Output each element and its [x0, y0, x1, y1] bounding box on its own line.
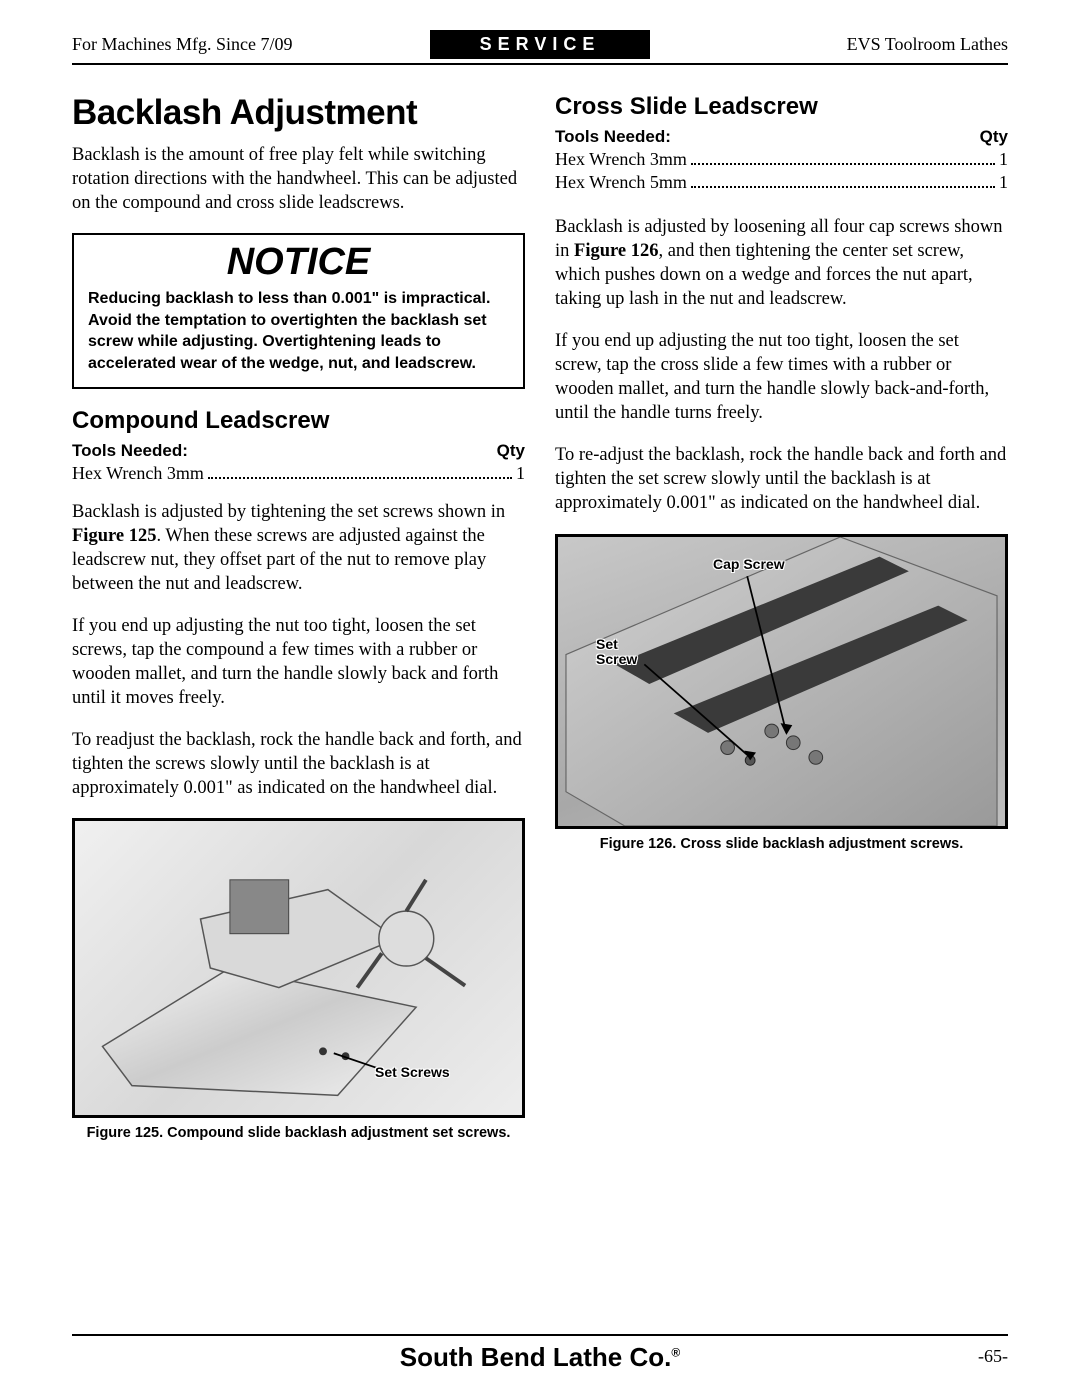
header-section-badge: SERVICE	[430, 30, 651, 59]
figure-125: Set Screws	[72, 818, 525, 1118]
tool-name: Hex Wrench 3mm	[555, 149, 687, 170]
page-footer: South Bend Lathe Co.® -65-	[72, 1334, 1008, 1373]
fig126-label-set: Set Screw	[596, 637, 637, 668]
right-column: Cross Slide Leadscrew Tools Needed: Qty …	[555, 93, 1008, 1143]
compound-p3: To readjust the backlash, rock the handl…	[72, 728, 525, 800]
tool-name: Hex Wrench 3mm	[72, 463, 204, 484]
figure-126: Cap Screw Set Screw	[555, 534, 1008, 829]
cross-p3: To re-adjust the backlash, rock the hand…	[555, 443, 1008, 515]
qty-label: Qty	[497, 441, 525, 461]
registered-mark: ®	[671, 1345, 680, 1359]
compound-tool-row: Hex Wrench 3mm 1	[72, 463, 525, 484]
tools-needed-label: Tools Needed:	[72, 441, 188, 461]
leader-dots	[691, 186, 995, 188]
leader-dots	[691, 163, 995, 165]
cross-tools-header: Tools Needed: Qty	[555, 127, 1008, 147]
tools-needed-label: Tools Needed:	[555, 127, 671, 147]
left-column: Backlash Adjustment Backlash is the amou…	[72, 93, 525, 1143]
notice-title: NOTICE	[88, 241, 509, 284]
notice-body: Reducing backlash to less than 0.001" is…	[88, 288, 509, 374]
fig125-caption: Figure 125. Compound slide backlash adju…	[72, 1124, 525, 1143]
header-left-text: For Machines Mfg. Since 7/09	[72, 34, 430, 55]
intro-paragraph: Backlash is the amount of free play felt…	[72, 143, 525, 215]
cross-heading: Cross Slide Leadscrew	[555, 93, 1008, 121]
notice-box: NOTICE Reducing backlash to less than 0.…	[72, 233, 525, 388]
fig126-caption: Figure 126. Cross slide backlash adjustm…	[555, 835, 1008, 854]
cross-tool-row-1: Hex Wrench 3mm 1	[555, 149, 1008, 170]
footer-brand: South Bend Lathe Co.®	[72, 1342, 1008, 1373]
cross-slide-illustration	[558, 537, 1005, 826]
compound-tools-header: Tools Needed: Qty	[72, 441, 525, 461]
tool-qty: 1	[999, 172, 1008, 193]
compound-heading: Compound Leadscrew	[72, 407, 525, 435]
tool-qty: 1	[999, 149, 1008, 170]
compound-p2: If you end up adjusting the nut too tigh…	[72, 614, 525, 710]
page-title: Backlash Adjustment	[72, 93, 525, 133]
cross-tool-row-2: Hex Wrench 5mm 1	[555, 172, 1008, 193]
compound-slide-illustration	[75, 821, 522, 1115]
page-number: -65-	[978, 1346, 1008, 1367]
header-right-text: EVS Toolroom Lathes	[650, 34, 1008, 55]
compound-p1: Backlash is adjusted by tightening the s…	[72, 500, 525, 596]
cross-p2: If you end up adjusting the nut too tigh…	[555, 329, 1008, 425]
tool-name: Hex Wrench 5mm	[555, 172, 687, 193]
fig125-label: Set Screws	[375, 1065, 450, 1080]
qty-label: Qty	[980, 127, 1008, 147]
leader-dots	[208, 477, 512, 479]
tool-qty: 1	[516, 463, 525, 484]
page-header: For Machines Mfg. Since 7/09 SERVICE EVS…	[72, 30, 1008, 65]
fig126-label-cap: Cap Screw	[713, 557, 785, 572]
two-column-layout: Backlash Adjustment Backlash is the amou…	[72, 93, 1008, 1143]
cross-p1: Backlash is adjusted by loosening all fo…	[555, 215, 1008, 311]
